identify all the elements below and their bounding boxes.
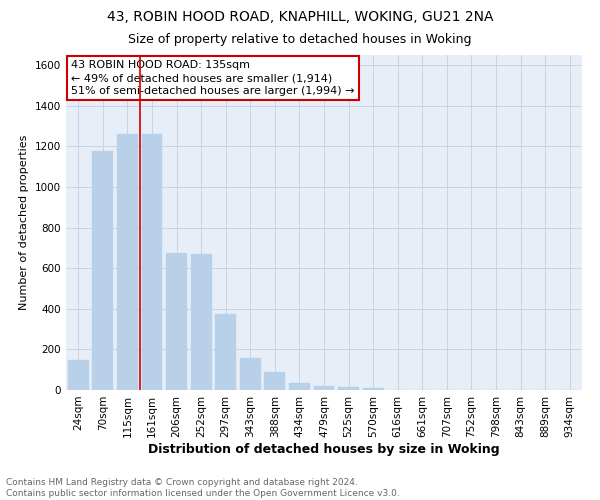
- Bar: [68, 360, 89, 390]
- Bar: [215, 314, 236, 390]
- Bar: [117, 134, 138, 390]
- Bar: [240, 358, 261, 390]
- Bar: [92, 152, 113, 390]
- Text: Contains HM Land Registry data © Crown copyright and database right 2024.
Contai: Contains HM Land Registry data © Crown c…: [6, 478, 400, 498]
- Text: Size of property relative to detached houses in Woking: Size of property relative to detached ho…: [128, 32, 472, 46]
- Bar: [142, 134, 163, 390]
- Bar: [191, 254, 212, 390]
- Bar: [338, 387, 359, 390]
- Text: 43 ROBIN HOOD ROAD: 135sqm
← 49% of detached houses are smaller (1,914)
51% of s: 43 ROBIN HOOD ROAD: 135sqm ← 49% of deta…: [71, 60, 355, 96]
- Bar: [265, 372, 286, 390]
- Text: 43, ROBIN HOOD ROAD, KNAPHILL, WOKING, GU21 2NA: 43, ROBIN HOOD ROAD, KNAPHILL, WOKING, G…: [107, 10, 493, 24]
- Bar: [314, 386, 334, 390]
- Bar: [166, 253, 187, 390]
- Y-axis label: Number of detached properties: Number of detached properties: [19, 135, 29, 310]
- X-axis label: Distribution of detached houses by size in Woking: Distribution of detached houses by size …: [148, 442, 500, 456]
- Bar: [289, 383, 310, 390]
- Bar: [362, 388, 383, 390]
